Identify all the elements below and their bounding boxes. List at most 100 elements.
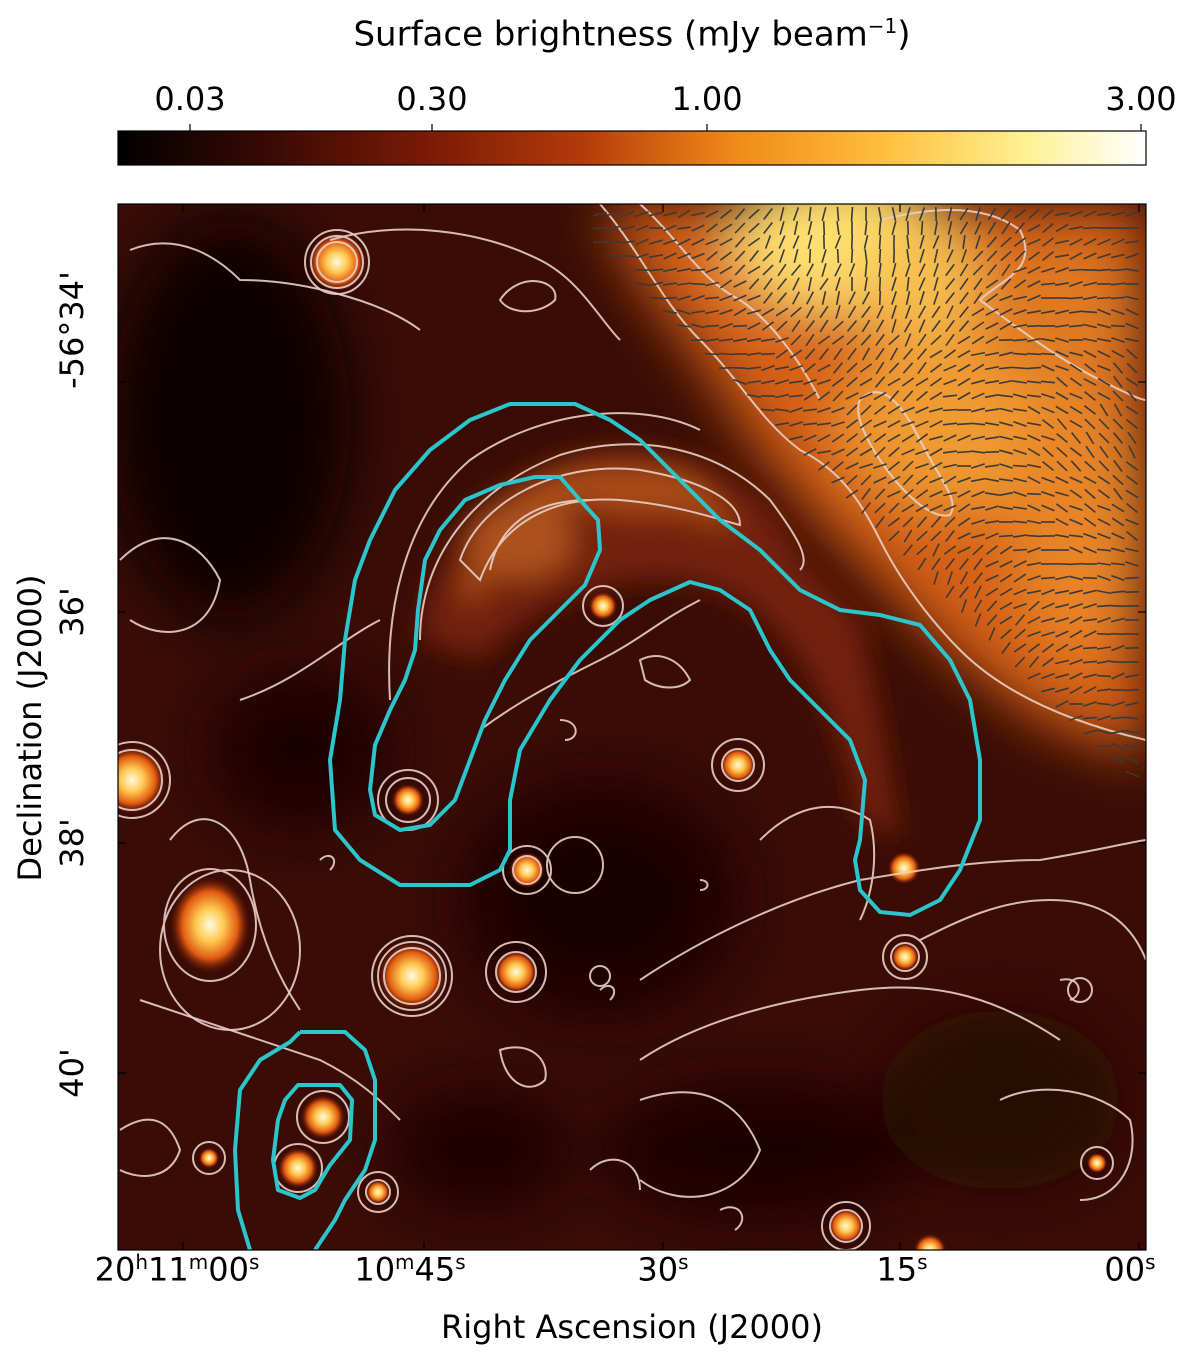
polarization-vector	[874, 376, 886, 388]
polarization-vector	[804, 348, 816, 360]
y-axis-label: Declination (J2000)	[11, 574, 49, 882]
polarization-vector	[958, 320, 970, 332]
polarization-vector	[957, 363, 971, 373]
polarization-vector	[733, 280, 747, 288]
polarization-vector	[998, 491, 1014, 497]
polarization-vector	[998, 394, 1014, 398]
polarization-vector	[705, 266, 719, 274]
polarization-vector	[1001, 641, 1011, 655]
polarization-vector	[1041, 657, 1055, 667]
polarization-vector	[878, 276, 882, 292]
polarization-vector	[920, 220, 924, 236]
polarization-vector	[1084, 488, 1096, 500]
polarization-vector	[891, 263, 897, 277]
colorbar-tick-label: 1.00	[671, 80, 743, 118]
polarization-vector	[1085, 431, 1095, 445]
polarization-vector	[929, 504, 943, 512]
polarization-vector	[859, 363, 873, 373]
polarization-vector	[831, 421, 845, 427]
polarization-vector	[761, 307, 775, 317]
polarization-vector	[850, 248, 854, 264]
polarization-vector	[845, 462, 859, 470]
polarization-vector	[1056, 446, 1068, 458]
colorbar	[117, 130, 1147, 166]
polarization-vector	[945, 263, 955, 277]
polarization-vector	[807, 221, 813, 235]
polarization-vector	[663, 239, 677, 245]
polarization-vector	[986, 614, 998, 626]
polarization-vector	[878, 262, 882, 278]
polarization-vector	[1096, 296, 1112, 300]
polarization-vector	[901, 448, 915, 456]
polarization-vector	[1042, 446, 1054, 458]
polarization-vector	[1096, 548, 1112, 552]
polarization-vector	[889, 347, 899, 361]
polarization-vector	[1026, 380, 1042, 384]
ra-tick-label: 20h11m00s	[94, 1250, 260, 1289]
polarization-vector	[933, 571, 939, 585]
polarization-vector	[677, 295, 691, 301]
polarization-vector	[1042, 222, 1054, 234]
polarization-vector	[1012, 366, 1028, 370]
polarization-vector	[1125, 547, 1139, 553]
polarization-vector	[648, 296, 664, 300]
polarization-vector	[779, 221, 785, 235]
polarization-vector	[891, 319, 897, 333]
polarization-vector	[1068, 324, 1084, 328]
polarization-vector	[719, 279, 733, 289]
polarization-vector	[888, 530, 900, 542]
polarization-vector	[1013, 560, 1027, 568]
polarization-vector	[1113, 445, 1123, 459]
polarization-vector	[846, 320, 858, 332]
polarization-vector	[1040, 576, 1056, 580]
polarization-vector	[621, 240, 635, 244]
polarization-vector	[719, 223, 733, 233]
polarization-vector	[1026, 310, 1042, 314]
polarization-vector	[986, 600, 998, 612]
polarization-vector	[818, 348, 830, 360]
polarization-vector	[859, 392, 873, 400]
polarization-vector	[1041, 672, 1055, 680]
polarization-vector	[1054, 282, 1070, 286]
polarization-vector	[970, 351, 986, 357]
polarization-vector	[932, 543, 940, 557]
polarization-vector	[970, 422, 986, 426]
polarization-vector	[958, 586, 970, 598]
polarization-vector	[984, 477, 1000, 483]
polarization-vector	[888, 390, 900, 402]
polarization-vector	[662, 282, 678, 286]
polarization-vector	[919, 249, 925, 263]
polarization-vector	[959, 558, 969, 570]
polarization-vector	[1055, 337, 1069, 343]
polarization-vector	[916, 530, 928, 542]
polarization-vector	[929, 447, 943, 457]
polarization-vector	[1027, 223, 1041, 233]
polarization-vector	[944, 278, 956, 290]
polarization-vector	[959, 207, 969, 221]
polarization-vector	[761, 321, 775, 331]
polarization-vector	[718, 338, 734, 342]
polarization-vector	[888, 334, 900, 346]
polarization-vector	[891, 207, 897, 221]
polarization-vector	[677, 209, 691, 219]
polarization-vector	[1097, 489, 1111, 499]
polarization-vector	[663, 252, 677, 260]
polarization-vector	[864, 248, 868, 264]
polarization-vector	[822, 220, 826, 236]
polarization-vector	[1083, 210, 1097, 218]
polarization-vector	[1026, 534, 1042, 538]
polarization-vector	[998, 478, 1014, 482]
polarization-vector	[901, 377, 915, 387]
polarization-vector	[848, 263, 856, 277]
polarization-vector	[1083, 630, 1097, 638]
polarization-vector	[1069, 575, 1083, 581]
polarization-vector	[1012, 323, 1028, 329]
polarization-vector	[1083, 405, 1097, 415]
polarization-vector	[662, 310, 678, 314]
polarization-vector	[864, 276, 868, 292]
polarization-vectors	[592, 206, 1140, 778]
polarization-vector	[959, 221, 969, 235]
polarization-vector	[917, 361, 927, 375]
polarization-vector	[775, 307, 789, 317]
polarization-vector	[1040, 338, 1056, 342]
